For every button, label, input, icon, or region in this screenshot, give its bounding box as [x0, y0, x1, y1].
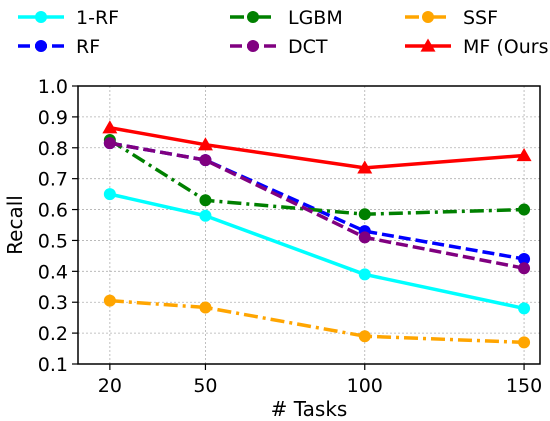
legend-label: RF: [76, 36, 100, 58]
legend-marker: [35, 40, 47, 52]
y-tick-label: 0.4: [38, 261, 68, 283]
data-point-marker: [358, 208, 371, 221]
x-tick-label: 100: [347, 375, 383, 397]
legend-label: LGBM: [288, 7, 343, 29]
data-point-marker: [518, 203, 531, 216]
data-point-marker: [516, 148, 532, 162]
legend-label: SSF: [463, 7, 498, 29]
data-point-marker: [103, 294, 116, 307]
series-line-ssf: [109, 298, 525, 345]
legend-marker: [247, 11, 259, 23]
x-tick-label: 150: [506, 375, 542, 397]
legend-label: MF (Ours): [463, 36, 550, 58]
axes-frame: [77, 85, 541, 365]
legend: 1-RF RF LGBM DCT SSF MF (Ours): [18, 7, 550, 58]
data-point-marker: [358, 268, 371, 281]
legend-entry: SSF: [405, 7, 498, 29]
legend-marker: [420, 38, 436, 52]
x-tick-label: 50: [193, 375, 217, 397]
y-axis-label: Recall: [3, 195, 27, 255]
legend-marker: [247, 40, 259, 52]
legend-marker: [422, 11, 434, 23]
data-point-marker: [518, 336, 531, 349]
legend-label: DCT: [288, 36, 328, 58]
y-tick-label: 0.9: [38, 107, 68, 129]
data-point-marker: [199, 154, 212, 167]
y-tick-label: 0.8: [38, 138, 68, 160]
legend-entry: DCT: [230, 36, 328, 58]
series-line-1-rf: [109, 192, 525, 311]
data-point-marker: [199, 194, 212, 207]
legend-entry: LGBM: [230, 7, 343, 29]
y-tick-label: 0.7: [38, 169, 68, 191]
x-axis-label: # Tasks: [271, 397, 348, 421]
data-point-marker: [103, 188, 116, 201]
data-point-marker: [103, 137, 116, 150]
data-point-marker: [358, 330, 371, 343]
y-tick-label: 1.0: [38, 76, 68, 98]
data-point-marker: [518, 302, 531, 315]
series-line-mf-ours: [109, 125, 525, 170]
y-tick-label: 0.3: [38, 292, 68, 314]
data-point-marker: [357, 160, 373, 174]
data-point-marker: [197, 137, 213, 151]
series-line-lgbm: [108, 138, 525, 216]
legend-entry: MF (Ours): [405, 36, 550, 58]
plot-area: 0.1 0.2 0.3 0.4 0.5 0.6 0.7 0.8 0.9 1.0 20 50 100 150: [38, 76, 542, 397]
y-tick-label: 0.5: [38, 230, 68, 252]
legend-label: 1-RF: [76, 7, 119, 29]
y-tick-label: 0.2: [38, 323, 68, 345]
data-point-marker: [518, 262, 531, 275]
data-point-marker: [199, 301, 212, 314]
y-tick-label: 0.1: [38, 354, 68, 376]
legend-marker: [35, 11, 47, 23]
data-point-marker: [199, 209, 212, 222]
x-tick-label: 20: [98, 375, 122, 397]
data-point-marker: [358, 231, 371, 244]
data-point-marker: [102, 120, 118, 134]
legend-entry: RF: [18, 36, 100, 58]
legend-entry: 1-RF: [18, 7, 119, 29]
y-tick-label: 0.6: [38, 200, 68, 222]
data-point-marker: [518, 252, 531, 265]
